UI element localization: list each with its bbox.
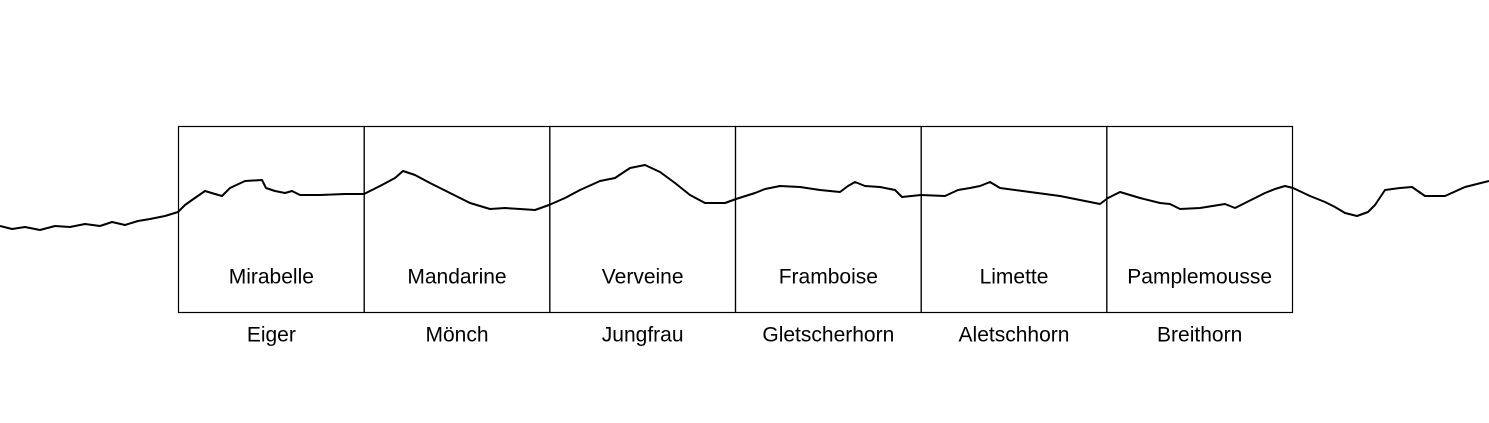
box-label: Mandarine xyxy=(407,266,506,289)
box xyxy=(1106,125,1294,314)
box-caption: Eiger xyxy=(247,324,296,347)
box-group xyxy=(177,125,1294,314)
box-caption: Gletscherhorn xyxy=(762,324,894,347)
box-label: Framboise xyxy=(779,266,878,289)
box-label: Pamplemousse xyxy=(1127,266,1272,289)
box-caption: Jungfrau xyxy=(602,324,684,347)
box-label: Mirabelle xyxy=(229,266,314,289)
box-label: Verveine xyxy=(602,266,684,289)
ridge-line xyxy=(0,164,1489,231)
box-caption: Breithorn xyxy=(1157,324,1242,347)
box-caption: Mönch xyxy=(425,324,488,347)
box-label: Limette xyxy=(980,266,1049,289)
box-caption: Aletschhorn xyxy=(959,324,1070,347)
